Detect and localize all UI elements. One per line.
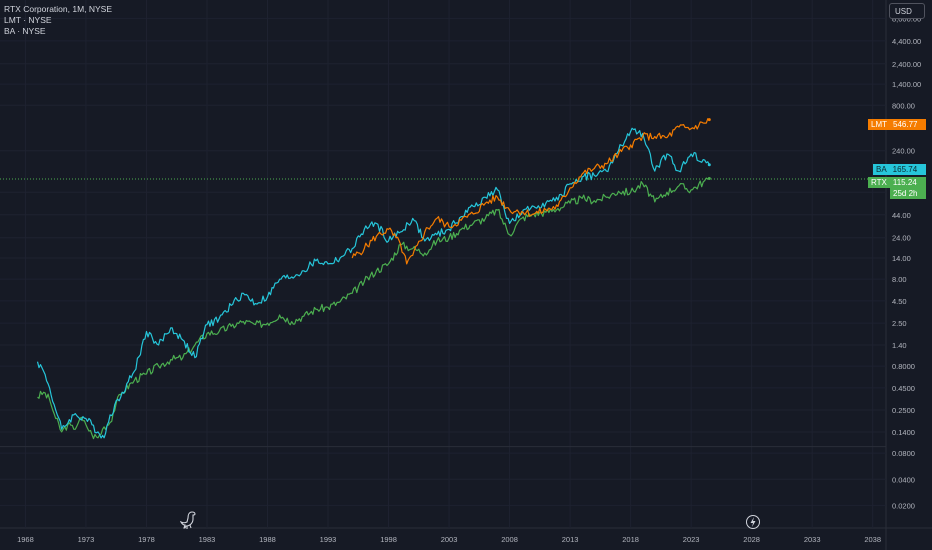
y-tick-label: 14.00 — [892, 254, 911, 263]
chart-legend: RTX Corporation, 1M, NYSE LMT · NYSE BA … — [4, 4, 112, 37]
y-tick-label: 0.4500 — [892, 384, 915, 393]
series-line-lmt[interactable] — [351, 118, 710, 265]
y-tick-label: 1.40 — [892, 341, 907, 350]
x-tick-label: 1993 — [320, 535, 337, 544]
y-tick-label: 2.50 — [892, 319, 907, 328]
lmt-tag-value: 546.77 — [890, 119, 926, 130]
legend-lmt[interactable]: LMT · NYSE — [4, 15, 52, 25]
x-axis: 1968 1973 1978 1983 1988 1993 1998 2003 2008 2013… — [17, 535, 881, 544]
x-tick-label: 1988 — [259, 535, 276, 544]
y-tick-label: 0.0800 — [892, 449, 915, 458]
rtx-price-tag: RTX 115.24 — [868, 177, 926, 188]
y-tick-label: 0.0200 — [892, 501, 915, 510]
lmt-price-tag: LMT 546.77 — [868, 119, 926, 130]
lightning-icon[interactable] — [745, 514, 761, 530]
currency-button[interactable]: USD — [889, 3, 925, 19]
last-point-rtx — [707, 176, 711, 180]
y-tick-label: 0.8000 — [892, 362, 915, 371]
series-line-ba[interactable] — [36, 127, 710, 439]
series-line-rtx[interactable] — [37, 177, 710, 440]
x-tick-label: 2023 — [683, 535, 700, 544]
y-axis: 0.0200 0.0400 0.0800 0.1400 0.2500 0.4500 0.80… — [892, 14, 921, 510]
y-tick-label: 0.1400 — [892, 428, 915, 437]
series-layer — [36, 118, 711, 440]
last-point-ba — [707, 163, 711, 167]
y-tick-label: 2,400.00 — [892, 60, 921, 69]
y-tick-label: 0.2500 — [892, 406, 915, 415]
y-tick-label: 1,400.00 — [892, 80, 921, 89]
x-tick-label: 2018 — [622, 535, 639, 544]
ba-price-tag: BA 165.74 — [873, 164, 926, 175]
legend-main-symbol[interactable]: RTX Corporation, 1M, NYSE — [4, 4, 113, 14]
y-tick-label: 8.00 — [892, 275, 907, 284]
legend-ba[interactable]: BA · NYSE — [4, 26, 46, 36]
x-tick-label: 1968 — [17, 535, 34, 544]
ba-tag-value: 165.74 — [889, 164, 926, 175]
x-tick-label: 1983 — [199, 535, 216, 544]
x-tick-label: 1998 — [380, 535, 397, 544]
ba-tag-symbol: BA — [873, 164, 890, 175]
dinosaur-icon[interactable] — [180, 510, 198, 530]
y-tick-label: 4.50 — [892, 297, 907, 306]
x-tick-label: 2038 — [864, 535, 881, 544]
y-tick-label: 0.0400 — [892, 475, 915, 484]
x-tick-label: 2003 — [441, 535, 458, 544]
last-point-lmt — [707, 118, 711, 122]
y-tick-label: 24.00 — [892, 234, 911, 243]
x-tick-label: 1973 — [78, 535, 95, 544]
x-tick-label: 2013 — [562, 535, 579, 544]
x-tick-label: 2008 — [501, 535, 518, 544]
y-tick-label: 240.00 — [892, 147, 915, 156]
y-tick-label: 4,400.00 — [892, 37, 921, 46]
rtx-tag-symbol: RTX — [868, 177, 890, 188]
x-tick-label: 2033 — [804, 535, 821, 544]
y-tick-label: 800.00 — [892, 101, 915, 110]
rtx-tag-value: 115.24 — [889, 177, 926, 188]
lmt-tag-symbol: LMT — [868, 119, 890, 130]
x-tick-label: 2028 — [743, 535, 760, 544]
rtx-countdown-value: 25d 2h — [890, 188, 926, 199]
y-tick-label: 44.00 — [892, 211, 911, 220]
rtx-countdown: 25d 2h — [890, 188, 926, 199]
x-tick-label: 1978 — [138, 535, 155, 544]
